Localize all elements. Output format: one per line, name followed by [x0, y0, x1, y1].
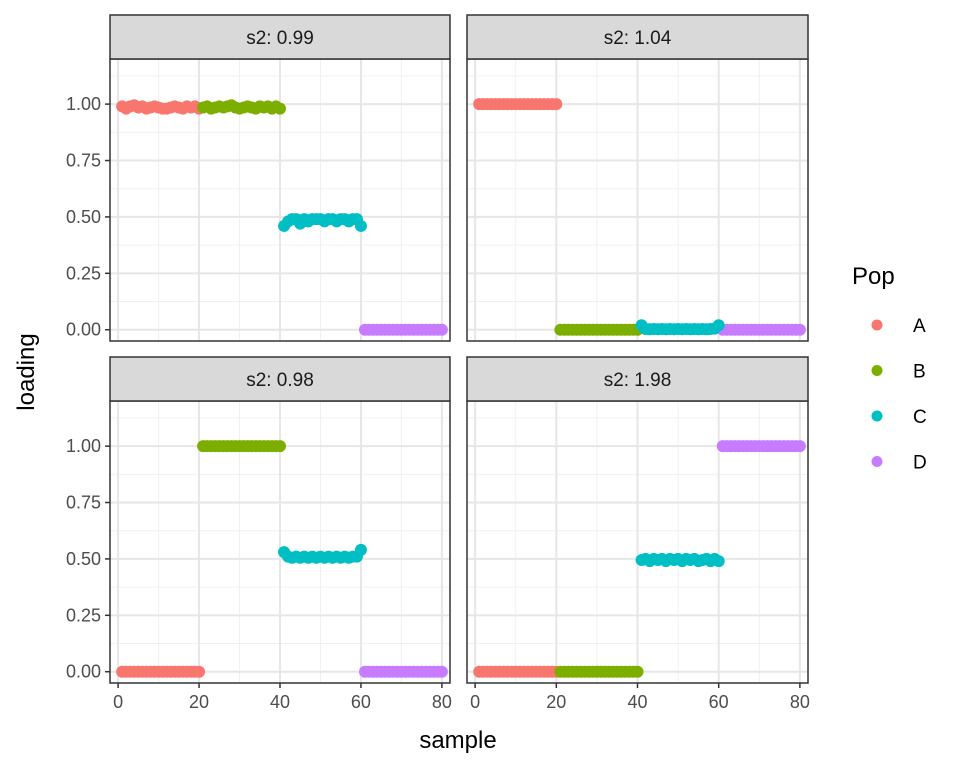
y-tick-label: 1.00	[66, 436, 101, 456]
y-tick-label: 0.25	[66, 605, 101, 625]
panel-points	[473, 98, 806, 336]
panel-2: s2: 1.04	[466, 14, 809, 342]
legend-label-D: D	[913, 453, 927, 474]
data-point-C	[712, 555, 725, 568]
y-tick-label: 0.25	[66, 263, 101, 283]
legend: Pop A B C D	[852, 263, 927, 474]
panel-points	[116, 99, 448, 336]
x-tick-label: 20	[189, 692, 209, 712]
facet-strip: s2: 1.98	[466, 356, 809, 402]
y-axis: 0.00 0.25 0.50 0.75 1.00	[66, 436, 110, 682]
facet-strip-label: s2: 1.04	[604, 28, 672, 49]
facet-strip-label: s2: 0.99	[246, 28, 314, 49]
panel-4: s2: 1.98 0 20 40 60 80	[466, 356, 810, 712]
legend-entry-D: D	[871, 453, 927, 474]
x-tick-label: 40	[627, 692, 647, 712]
y-tick-label: 0.75	[66, 493, 101, 513]
y-tick-label: 1.00	[66, 94, 101, 114]
x-tick-label: 20	[546, 692, 566, 712]
x-tick-label: 40	[270, 692, 290, 712]
data-point-D	[435, 665, 448, 678]
data-point-B	[631, 665, 644, 678]
x-tick-label: 0	[470, 692, 480, 712]
facet-strip-background	[109, 14, 451, 60]
facet-strip-label: s2: 1.98	[604, 370, 672, 391]
data-point-A	[550, 98, 563, 111]
panel-grid	[110, 401, 450, 683]
x-tick-label: 60	[709, 692, 729, 712]
y-tick-label: 0.75	[66, 151, 101, 171]
y-axis: 0.00 0.25 0.50 0.75 1.00	[66, 94, 110, 340]
legend-title: Pop	[852, 263, 895, 290]
facet-strip-label: s2: 0.98	[246, 370, 314, 391]
facet-strip: s2: 0.98	[109, 356, 451, 402]
panel-grid	[467, 59, 808, 341]
legend-key-A	[871, 319, 883, 331]
data-point-D	[435, 323, 448, 336]
x-axis: 0 20 40 60 80	[470, 683, 810, 712]
legend-key-C	[871, 410, 883, 422]
legend-key-D	[871, 456, 883, 467]
facet-strip-background	[109, 356, 451, 402]
panel-3: s2: 0.98 0.00 0.25 0.50 0.75 1.00 0 20 40 60 80	[66, 356, 452, 712]
facet-strip-background	[466, 14, 809, 60]
panel-grid	[110, 59, 450, 341]
facet-strip-background	[466, 356, 809, 402]
data-point-B	[274, 440, 286, 453]
facet-strip: s2: 0.99	[109, 14, 451, 60]
data-point-D	[793, 323, 806, 336]
panels-layer: s2: 0.99 0.00 0.25 0.50 0.75 1.00 s2: 1.04 s2: …	[66, 14, 810, 712]
legend-entry-C: C	[871, 407, 927, 428]
y-axis-title: loading	[13, 333, 40, 410]
legend-entry-B: B	[871, 362, 926, 383]
facet-strip: s2: 1.04	[466, 14, 809, 60]
legend-key-B	[871, 365, 883, 376]
x-axis: 0 20 40 60 80	[113, 683, 452, 712]
legend-label-B: B	[913, 362, 926, 383]
legend-label-C: C	[913, 407, 927, 428]
x-tick-label: 80	[432, 692, 452, 712]
y-tick-label: 0.00	[66, 320, 101, 340]
panel-points	[473, 440, 806, 678]
data-point-B	[274, 102, 286, 115]
x-tick-label: 0	[113, 692, 123, 712]
data-point-C	[354, 219, 367, 232]
data-point-C	[712, 319, 725, 332]
data-point-D	[793, 440, 806, 453]
y-tick-label: 0.50	[66, 549, 101, 569]
data-point-A	[193, 665, 206, 678]
x-tick-label: 60	[351, 692, 371, 712]
panel-points	[116, 440, 448, 678]
legend-label-A: A	[913, 316, 926, 337]
panel-1: s2: 0.99 0.00 0.25 0.50 0.75 1.00	[66, 14, 451, 342]
y-tick-label: 0.00	[66, 662, 101, 682]
x-tick-label: 80	[790, 692, 810, 712]
data-point-C	[354, 543, 367, 556]
y-tick-label: 0.50	[66, 207, 101, 227]
legend-entry-A: A	[871, 316, 926, 337]
x-axis-title: sample	[419, 727, 496, 754]
